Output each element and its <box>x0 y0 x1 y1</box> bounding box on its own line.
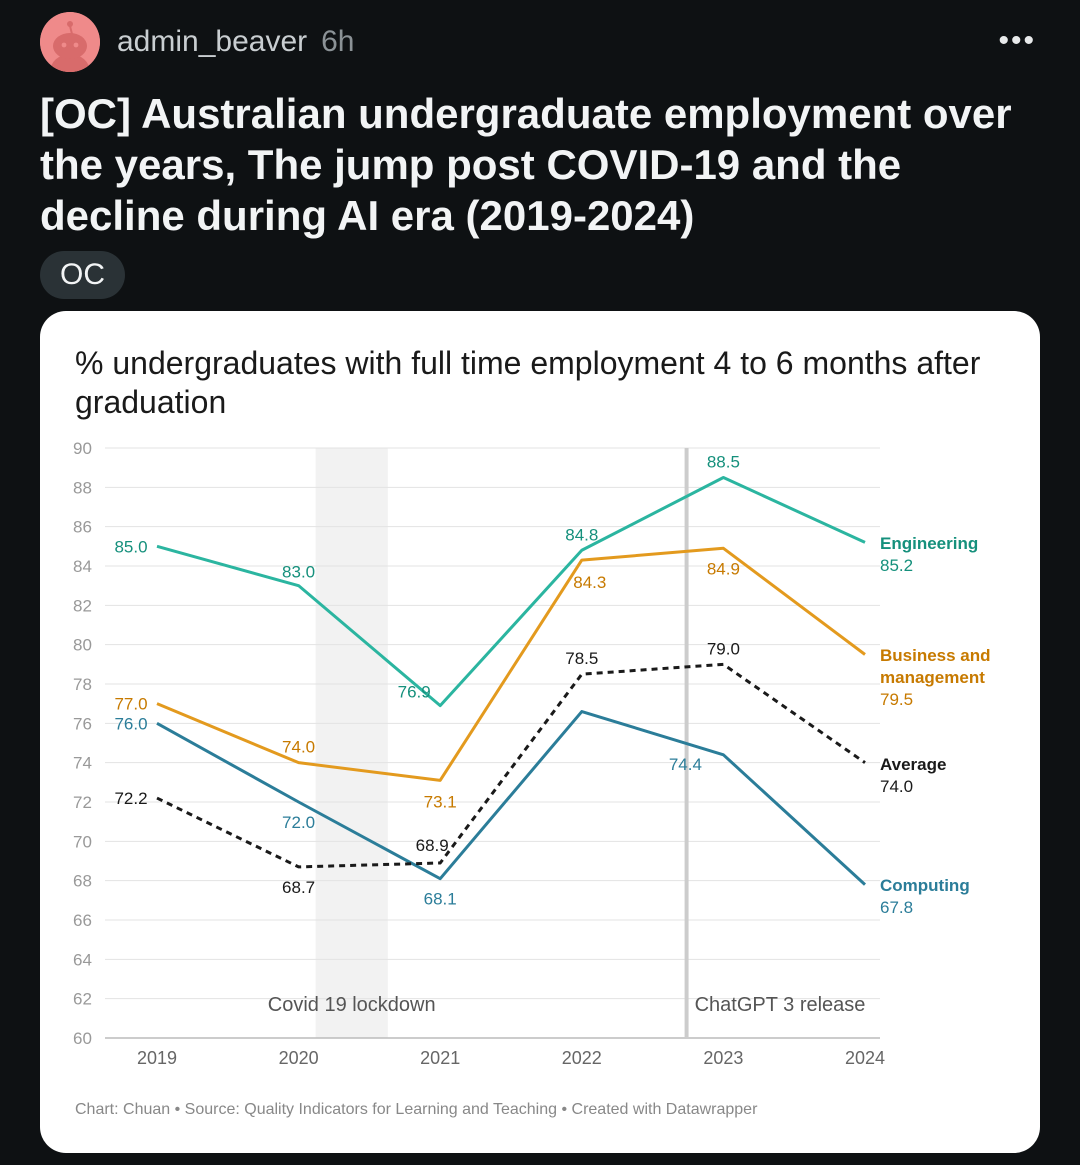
legend-value: 74.0 <box>880 777 913 796</box>
post-time: 6h <box>321 25 355 58</box>
data-label: 76.9 <box>398 683 431 702</box>
y-tick-label: 78 <box>73 675 92 694</box>
chart-card[interactable]: % undergraduates with full time employme… <box>40 311 1040 1153</box>
y-tick-label: 90 <box>73 439 92 458</box>
y-tick-label: 84 <box>73 557 92 576</box>
data-label: 85.0 <box>114 537 147 556</box>
data-label: 88.5 <box>707 453 740 472</box>
series-line-engineering <box>156 476 866 708</box>
post-author[interactable]: admin_beaver 6h <box>117 25 355 59</box>
data-label: 79.0 <box>707 639 740 658</box>
x-tick-label: 2021 <box>420 1048 460 1068</box>
x-tick-label: 2023 <box>703 1048 743 1068</box>
x-tick-label: 2019 <box>137 1048 177 1068</box>
y-tick-label: 86 <box>73 518 92 537</box>
legend-label: management <box>880 668 985 687</box>
chatgpt-annotation: ChatGPT 3 release <box>695 994 866 1016</box>
data-label: 83.0 <box>282 563 315 582</box>
y-tick-label: 64 <box>73 950 92 969</box>
line-chart: 90 88 86 84 82 80 78 76 74 72 70 68 66 64 62 60 Covid 19… <box>73 439 991 1068</box>
chart-title: % undergraduates with full time employme… <box>75 345 981 420</box>
y-tick-label: 74 <box>73 754 92 773</box>
y-tick-label: 76 <box>73 714 92 733</box>
data-label: 74.4 <box>669 755 702 774</box>
data-label: 84.9 <box>707 559 740 578</box>
avatar[interactable] <box>40 12 100 72</box>
y-tick-label: 62 <box>73 990 92 1009</box>
data-label: 74.0 <box>282 738 315 757</box>
data-label: 76.0 <box>114 714 147 733</box>
chart-footer: Chart: Chuan • Source: Quality Indicator… <box>75 1101 758 1118</box>
data-label: 73.1 <box>424 792 457 811</box>
data-label: 77.0 <box>114 695 147 714</box>
data-label: 68.7 <box>282 878 315 897</box>
data-label: 68.1 <box>424 890 457 909</box>
covid-band <box>315 448 388 1038</box>
flair-badge[interactable]: OC <box>40 251 125 299</box>
y-tick-label: 68 <box>73 872 92 891</box>
data-label: 84.8 <box>565 525 598 544</box>
post-header: admin_beaver 6h ••• <box>40 12 1040 72</box>
y-tick-label: 72 <box>73 793 92 812</box>
legend-label: Computing <box>880 876 970 895</box>
legend-value: 79.5 <box>880 690 913 709</box>
series-line-average <box>156 662 866 869</box>
covid-annotation: Covid 19 lockdown <box>268 994 436 1016</box>
y-tick-label: 88 <box>73 478 92 497</box>
author-name[interactable]: admin_beaver <box>117 25 308 58</box>
y-tick-label: 82 <box>73 596 92 615</box>
more-options-button[interactable]: ••• <box>998 24 1036 57</box>
data-label: 68.9 <box>416 836 449 855</box>
legend-label: Average <box>880 755 946 774</box>
y-tick-label: 60 <box>73 1029 92 1048</box>
y-tick-label: 70 <box>73 832 92 851</box>
data-label: 72.2 <box>114 789 147 808</box>
legend-value: 85.2 <box>880 556 913 575</box>
x-tick-label: 2020 <box>279 1048 319 1068</box>
series-line-computing <box>156 710 867 886</box>
series-line-business-and-management <box>156 546 866 782</box>
snoo-avatar-icon <box>40 12 100 72</box>
y-tick-label: 66 <box>73 911 92 930</box>
data-label: 72.0 <box>282 813 315 832</box>
legend-label: Engineering <box>880 534 978 553</box>
post-title[interactable]: [OC] Australian undergraduate employment… <box>40 90 1012 239</box>
data-label: 78.5 <box>565 649 598 668</box>
data-label: 84.3 <box>573 573 606 592</box>
x-tick-label: 2024 <box>845 1048 885 1068</box>
x-tick-label: 2022 <box>562 1048 602 1068</box>
y-tick-label: 80 <box>73 636 92 655</box>
legend-label: Business and <box>880 646 991 665</box>
legend-value: 67.8 <box>880 898 913 917</box>
